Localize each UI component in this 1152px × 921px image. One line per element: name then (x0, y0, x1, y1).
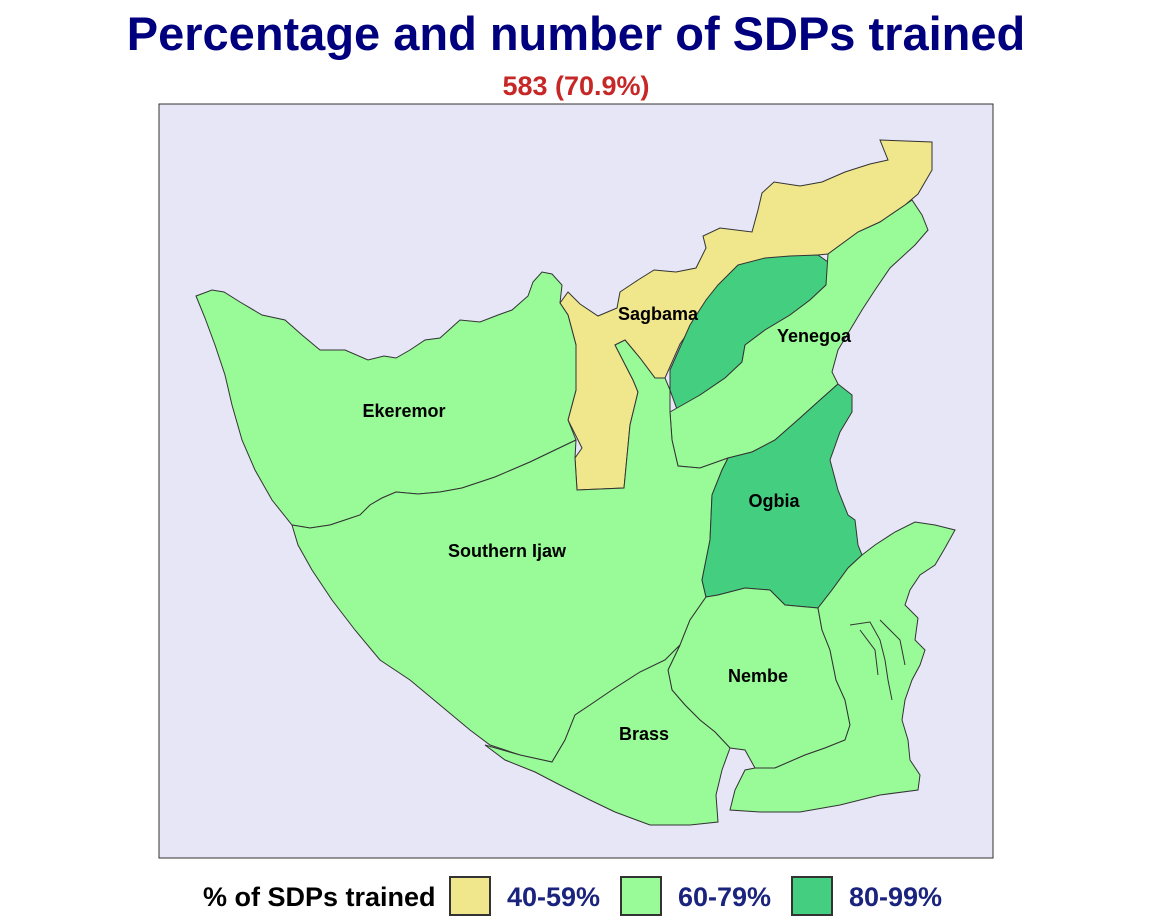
label-yenegoa: Yenegoa (777, 326, 852, 346)
label-ogbia: Ogbia (748, 491, 800, 511)
map-title: Percentage and number of SDPs trained (126, 7, 1026, 60)
label-ekeremor: Ekeremor (362, 401, 445, 421)
label-nembe: Nembe (728, 666, 788, 686)
label-southern-ijaw: Southern Ijaw (448, 541, 567, 561)
map-subtitle: 583 (70.9%) (502, 71, 650, 101)
legend-label-40-59: 40-59% (507, 882, 601, 912)
label-brass: Brass (619, 724, 669, 744)
legend-title: % of SDPs trained (203, 882, 436, 912)
legend-label-60-79: 60-79% (678, 882, 772, 912)
region-east-coastal[interactable] (729, 521, 956, 813)
legend-swatch-80-99 (791, 876, 833, 916)
legend-swatch-40-59 (449, 876, 491, 916)
legend-label-80-99: 80-99% (849, 882, 943, 912)
region-brass[interactable] (484, 644, 731, 826)
region-southern-ijaw[interactable] (291, 339, 730, 763)
label-sagbama: Sagbama (618, 304, 699, 324)
legend-swatch-60-79 (620, 876, 662, 916)
creek-line (849, 619, 906, 701)
